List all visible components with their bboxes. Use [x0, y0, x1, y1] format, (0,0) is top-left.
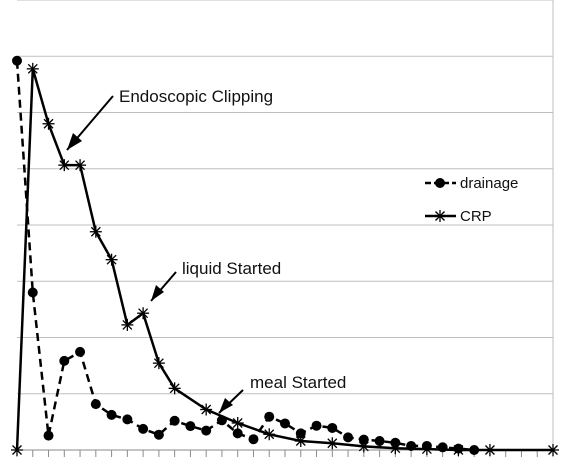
annotation-label: liquid Started — [182, 259, 281, 278]
data-point — [263, 428, 276, 441]
data-point — [483, 444, 496, 456]
data-point — [42, 117, 55, 130]
data-point — [547, 444, 559, 456]
data-point — [358, 434, 369, 445]
data-point — [11, 444, 23, 456]
annotation-meal-started: meal Started — [218, 373, 346, 414]
data-point — [326, 437, 339, 450]
legend-entry-drainage: drainage — [425, 175, 518, 192]
data-point — [200, 403, 213, 416]
data-point — [153, 429, 164, 440]
legend-label: drainage — [460, 175, 518, 192]
data-point — [185, 421, 196, 432]
arrowhead-icon — [151, 285, 164, 301]
data-point — [43, 430, 54, 441]
data-point — [168, 382, 181, 395]
series-layer — [11, 55, 559, 456]
series-crp — [11, 62, 559, 456]
data-point — [122, 414, 133, 425]
annotation-label: Endoscopic Clipping — [119, 87, 273, 106]
data-point — [201, 425, 212, 436]
legend-entry-crp: CRP — [425, 208, 492, 225]
data-point — [105, 253, 118, 266]
data-point — [232, 428, 243, 439]
data-point — [343, 432, 354, 443]
data-point — [420, 443, 433, 456]
data-point — [389, 442, 402, 455]
data-point — [374, 436, 385, 446]
data-point — [75, 346, 86, 357]
data-point — [59, 355, 70, 366]
data-point — [169, 415, 180, 426]
data-point — [26, 62, 39, 75]
data-point — [295, 428, 306, 439]
data-point — [327, 422, 338, 433]
gridlines — [17, 0, 553, 395]
data-point — [452, 444, 465, 456]
data-point — [294, 435, 307, 447]
data-point — [138, 423, 149, 434]
data-point — [357, 440, 370, 453]
data-point — [74, 159, 87, 172]
data-point — [58, 159, 71, 172]
annotation-label: meal Started — [250, 373, 346, 392]
data-point — [311, 420, 322, 431]
data-point — [90, 399, 101, 410]
data-point — [12, 55, 22, 66]
legend: drainage CRP — [425, 175, 518, 225]
data-point — [280, 418, 290, 429]
data-point — [89, 225, 102, 238]
data-point — [121, 318, 134, 331]
data-point — [264, 411, 275, 422]
legend-label: CRP — [460, 208, 492, 225]
series-line — [15, 67, 553, 452]
annotation-endoscopic-clipping: Endoscopic Clipping — [66, 87, 273, 151]
data-point — [152, 357, 165, 370]
data-point — [248, 434, 259, 445]
arrowhead-icon — [67, 133, 82, 150]
data-point — [106, 409, 117, 420]
annotation-liquid-started: liquid Started — [150, 259, 281, 302]
data-point — [137, 307, 150, 320]
data-point — [231, 417, 244, 429]
arrowhead-icon — [219, 398, 233, 413]
circle-marker-icon — [435, 178, 445, 188]
data-point — [27, 287, 38, 298]
star-marker-icon — [434, 210, 446, 222]
